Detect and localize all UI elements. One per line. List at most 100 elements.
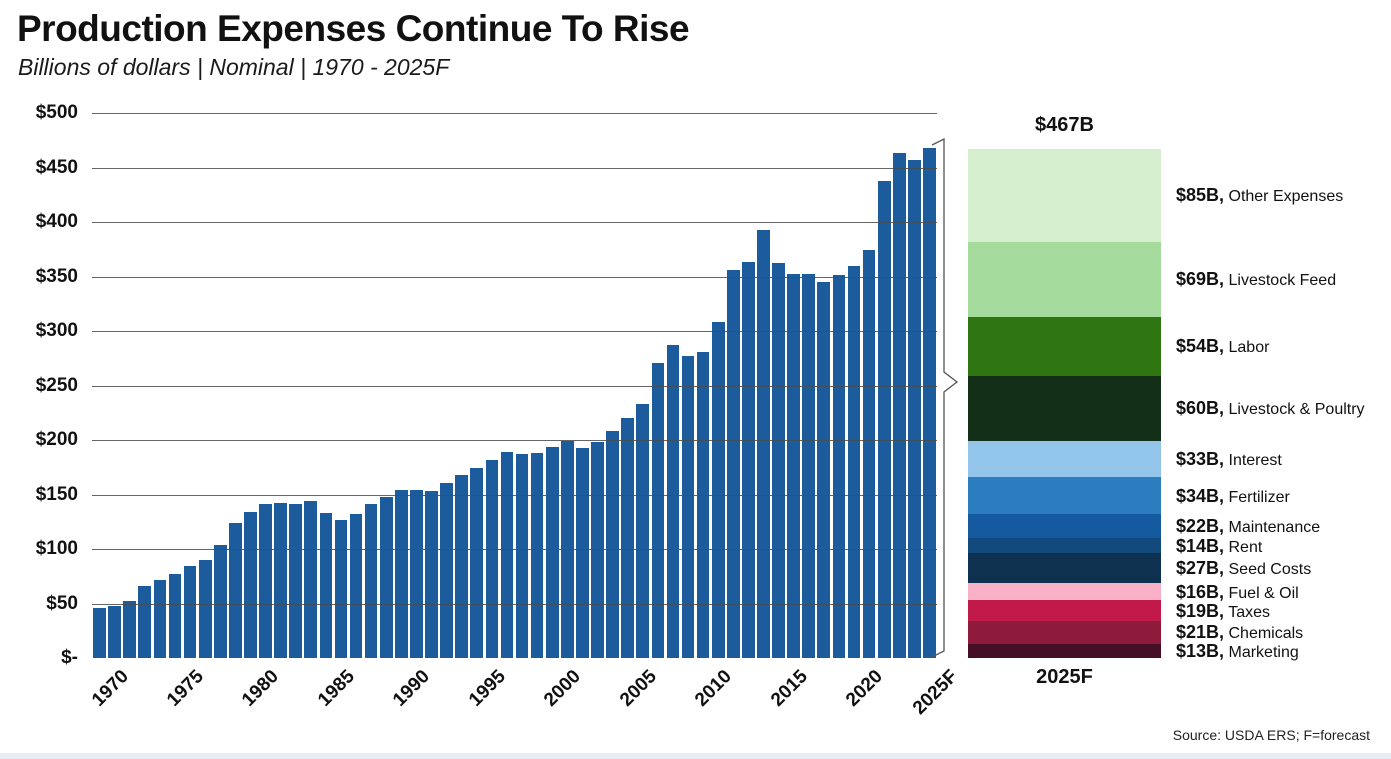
- bar-1989: [379, 496, 393, 658]
- y-axis-label-250: $250: [35, 374, 78, 396]
- bar-2013: [742, 262, 755, 658]
- gridline-50: [92, 603, 937, 605]
- segment-label-taxes: $19B, Taxes: [1176, 600, 1391, 622]
- stacked-segment-livestock-poultry: [968, 375, 1161, 442]
- bar-2011: [711, 322, 725, 658]
- y-axis-label-150: $150: [35, 483, 78, 505]
- source-note: Source: USDA ERS; F=forecast: [1172, 727, 1370, 743]
- y-axis-label-0: $-: [61, 647, 78, 668]
- bar-1990: [394, 490, 408, 658]
- stacked-segment-labor: [968, 316, 1161, 376]
- bar-1978: [213, 544, 227, 658]
- bar-2010: [696, 351, 710, 658]
- segment-value: $27B,: [1176, 558, 1225, 579]
- bar-2023: [892, 153, 906, 658]
- segment-name: Seed Costs: [1224, 561, 1312, 579]
- stacked-segment-chemicals: [968, 620, 1161, 644]
- bar-1977: [198, 559, 212, 658]
- segment-name: Taxes: [1224, 603, 1270, 621]
- y-axis-label-100: $100: [35, 538, 78, 559]
- bar-1974: [153, 579, 167, 658]
- segment-label-rent: $14B, Rent: [1176, 535, 1391, 557]
- segment-label-seed-costs: $27B, Seed Costs: [1176, 557, 1391, 579]
- bar-2020: [847, 265, 861, 658]
- bar-1985: [319, 513, 333, 658]
- segment-value: $54B,: [1176, 336, 1225, 357]
- bar-1975: [168, 574, 182, 658]
- y-axis-label-400: $400: [35, 211, 78, 232]
- bar-1970: [93, 607, 106, 658]
- segment-label-interest: $33B, Interest: [1176, 448, 1391, 470]
- segment-value: $13B,: [1176, 640, 1225, 661]
- bar-1979: [229, 522, 242, 658]
- bar-2016: [787, 274, 800, 658]
- bar-2024: [908, 159, 921, 658]
- segment-label-livestock-poultry: $60B, Livestock & Poultry: [1176, 397, 1391, 419]
- bar-1982: [274, 503, 287, 658]
- gridline-450: [92, 167, 937, 169]
- bar-1980: [244, 511, 257, 658]
- bar-1981: [259, 504, 272, 658]
- bar-1976: [183, 566, 197, 658]
- y-axis-label-350: $350: [35, 265, 78, 287]
- bar-2009: [681, 356, 695, 658]
- gridline-200: [92, 440, 937, 441]
- x-axis-label-2000: 2000: [540, 666, 586, 711]
- bar-1987: [349, 514, 363, 658]
- bar-2015: [772, 263, 785, 658]
- bar-1997: [500, 451, 514, 658]
- bar-2006: [636, 404, 650, 658]
- bar-2003: [591, 442, 604, 658]
- segment-label-marketing: $13B, Marketing: [1176, 640, 1391, 662]
- bar-1998: [515, 454, 529, 658]
- bar-1995: [470, 468, 484, 658]
- bottom-strip: [0, 753, 1391, 759]
- segment-value: $22B,: [1176, 516, 1225, 537]
- segment-label-fuel-oil: $16B, Fuel & Oil: [1176, 581, 1391, 603]
- segment-name: Maintenance: [1224, 519, 1321, 537]
- x-axis-label-1985: 1985: [313, 666, 359, 711]
- bar-2018: [817, 281, 831, 658]
- gridline-250: [92, 385, 937, 387]
- bar-1986: [334, 519, 348, 658]
- bar-1988: [364, 504, 378, 658]
- bracket-connector-icon: [931, 137, 959, 658]
- x-axis-label-1980: 1980: [238, 666, 284, 711]
- x-axis-label-1970: 1970: [87, 666, 133, 711]
- bar-2017: [802, 274, 816, 658]
- page-title: Production Expenses Continue To Rise: [17, 8, 690, 49]
- segment-name: Interest: [1224, 452, 1282, 470]
- gridline-400: [92, 222, 937, 223]
- stacked-segment-seed-costs: [968, 553, 1161, 583]
- bar-1994: [455, 474, 469, 658]
- y-axis-label-300: $300: [35, 320, 78, 341]
- stacked-segment-interest: [968, 441, 1161, 478]
- segment-name: Fertilizer: [1224, 488, 1290, 506]
- y-axis-label-500: $500: [35, 102, 78, 123]
- x-axis-label-2025F: 2025F: [909, 666, 963, 719]
- bar-2025F: [923, 147, 936, 658]
- bar-1972: [123, 601, 137, 658]
- segment-name: Livestock & Poultry: [1224, 401, 1365, 419]
- gridline-350: [92, 276, 937, 278]
- bar-1999: [530, 453, 544, 658]
- bar-1991: [410, 490, 423, 658]
- x-axis-label-2015: 2015: [766, 666, 812, 711]
- stacked-axis-label: 2025F: [1036, 666, 1093, 688]
- segment-value: $33B,: [1176, 449, 1225, 470]
- gridline-100: [92, 549, 937, 550]
- x-axis-label-2020: 2020: [842, 666, 887, 711]
- segment-name: Fuel & Oil: [1224, 584, 1299, 602]
- stacked-segment-other-expenses: [968, 148, 1161, 242]
- segment-name: Chemicals: [1224, 625, 1304, 643]
- segment-label-other-expenses: $85B, Other Expenses: [1176, 184, 1391, 206]
- bar-1996: [485, 459, 499, 658]
- gridline-150: [92, 494, 937, 496]
- x-axis-label-2010: 2010: [691, 666, 736, 711]
- stacked-segment-livestock-feed: [968, 241, 1161, 317]
- segment-value: $85B,: [1176, 185, 1225, 206]
- segment-label-labor: $54B, Labor: [1176, 335, 1391, 357]
- segment-name: Marketing: [1224, 643, 1299, 661]
